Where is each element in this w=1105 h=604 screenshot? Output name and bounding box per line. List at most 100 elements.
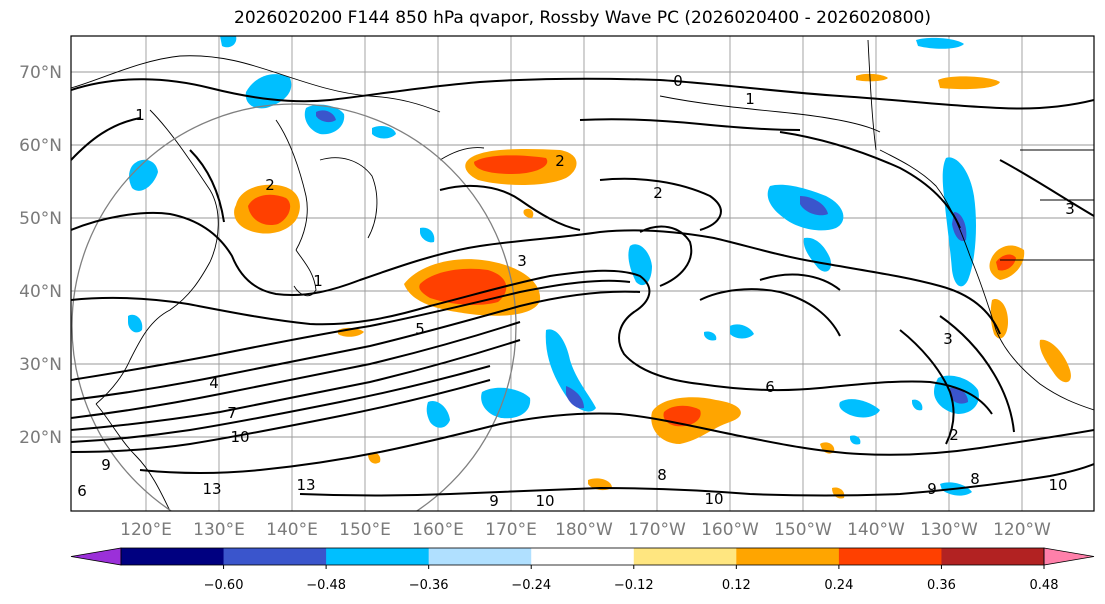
longitude-label: 140°W bbox=[847, 520, 905, 540]
longitude-label: 170°W bbox=[628, 520, 686, 540]
positive-anomaly-small-7 bbox=[523, 208, 534, 218]
contour-value-label: 10 bbox=[704, 490, 723, 508]
positive-anomaly-kamchatka-core bbox=[474, 155, 548, 174]
colorbar-tick-label: −0.12 bbox=[614, 578, 654, 593]
negative-anomaly-7-core bbox=[566, 386, 584, 409]
contour-value-label: 5 bbox=[415, 320, 425, 338]
longitude-label: 180°W bbox=[555, 520, 613, 540]
negative-anomaly-8 bbox=[481, 387, 531, 419]
longitude-label: 130°W bbox=[920, 520, 978, 540]
negative-anomaly-16 bbox=[916, 37, 964, 49]
contour-value-label: 9 bbox=[489, 492, 499, 510]
contour-value-label: 8 bbox=[657, 466, 667, 484]
positive-anomaly-small-3 bbox=[368, 452, 381, 464]
negative-anomaly-9 bbox=[426, 400, 450, 428]
contour-value-label: 2 bbox=[949, 426, 959, 444]
contour-value-label: 2 bbox=[265, 176, 275, 194]
contour-value-label: 9 bbox=[101, 456, 111, 474]
colorbar-segment bbox=[736, 548, 840, 565]
colorbar-extend-high bbox=[1043, 547, 1095, 566]
latitude-label: 20°N bbox=[19, 428, 62, 448]
colorbar-tick-label: 0.48 bbox=[1030, 578, 1059, 593]
contour-value-label: 10 bbox=[535, 492, 554, 510]
colorbar-segment bbox=[223, 548, 327, 565]
colorbar-segment bbox=[121, 548, 225, 565]
contour-value-label: 8 bbox=[970, 470, 980, 488]
contour-value-label: 10 bbox=[1048, 476, 1067, 494]
contour-value-label: 10 bbox=[230, 428, 249, 446]
contour-value-label: 1 bbox=[135, 106, 145, 124]
plot-frame bbox=[70, 35, 1095, 512]
contour-value-label: 2 bbox=[653, 184, 663, 202]
coastlines bbox=[71, 39, 1094, 511]
latitude-label: 50°N bbox=[19, 209, 62, 229]
positive-anomaly-small-1 bbox=[856, 73, 888, 82]
longitude-label: 150°W bbox=[774, 520, 832, 540]
shaded-anomalies bbox=[128, 36, 1071, 499]
longitude-label: 140°E bbox=[266, 520, 318, 540]
longitude-label: 160°E bbox=[412, 520, 464, 540]
negative-anomaly-2-core bbox=[316, 110, 336, 123]
positive-anomaly-subtropics-core bbox=[663, 405, 701, 427]
negative-anomaly-7 bbox=[545, 329, 596, 412]
contour-value-label: 6 bbox=[765, 378, 775, 396]
contour-value-label: 13 bbox=[296, 476, 315, 494]
negative-anomaly-14 bbox=[420, 227, 435, 243]
contour-value-label: 0 bbox=[673, 72, 683, 90]
colorbar-segment bbox=[941, 548, 1045, 565]
contour-value-label: 1 bbox=[745, 90, 755, 108]
colorbar-tick-label: 0.12 bbox=[722, 578, 751, 593]
positive-anomaly-baja bbox=[990, 298, 1008, 339]
negative-anomaly-18 bbox=[704, 331, 717, 341]
latitude-labels: 70°N 60°N 50°N 40°N 30°N 20°N bbox=[19, 63, 62, 448]
colorbar-tick-label: −0.24 bbox=[511, 578, 551, 593]
graticule bbox=[71, 36, 1094, 511]
plot-area bbox=[71, 36, 1094, 511]
contour-value-label: 7 bbox=[227, 404, 237, 422]
colorbar-frame bbox=[120, 547, 1045, 566]
negative-anomaly-13 bbox=[128, 314, 143, 333]
longitude-label: 150°E bbox=[339, 520, 391, 540]
contour-lines bbox=[71, 77, 1094, 497]
negative-anomaly-15 bbox=[220, 36, 237, 48]
colorbar-extend-low bbox=[70, 547, 122, 566]
negative-anomaly-20 bbox=[912, 399, 923, 411]
colorbar-segment bbox=[428, 548, 532, 565]
longitude-label: 120°E bbox=[120, 520, 172, 540]
map-title: 2026020200 F144 850 hPa qvapor, Rossby W… bbox=[234, 8, 931, 28]
colorbar-segment bbox=[633, 548, 737, 565]
colorbar-tick-label: 0.36 bbox=[927, 578, 956, 593]
colorbar-tick-label: −0.48 bbox=[306, 578, 346, 593]
colorbar-segment bbox=[326, 548, 430, 565]
contour-value-label: 2 bbox=[555, 152, 565, 170]
positive-anomaly-okhotsk-core bbox=[248, 194, 291, 226]
negative-anomaly-19 bbox=[850, 435, 861, 445]
contour-value-label: 6 bbox=[77, 482, 87, 500]
contour-value-label: 3 bbox=[943, 330, 953, 348]
positive-anomaly-west-coast-core bbox=[996, 254, 1016, 271]
negative-anomaly-alaska-gulf-core bbox=[800, 196, 828, 216]
longitude-label: 170°E bbox=[485, 520, 537, 540]
contour-value-label: 1 bbox=[313, 272, 323, 290]
negative-anomaly-3 bbox=[129, 159, 158, 191]
longitude-label: 130°E bbox=[193, 520, 245, 540]
positive-anomaly-mexico bbox=[1039, 339, 1071, 383]
colorbar-segment bbox=[838, 548, 942, 565]
colorbar-tick-label: −0.60 bbox=[204, 578, 244, 593]
latitude-label: 60°N bbox=[19, 136, 62, 156]
negative-anomaly-11 bbox=[839, 399, 880, 418]
projection-boundary-circle bbox=[71, 103, 517, 511]
contour-value-label: 9 bbox=[927, 480, 937, 498]
positive-anomaly-alaska bbox=[938, 76, 1000, 90]
colorbar: −0.60 −0.48 −0.36 −0.24 −0.12 0.12 0.24 0.36 0.4… bbox=[70, 547, 1095, 593]
longitude-label: 160°W bbox=[701, 520, 759, 540]
negative-anomaly-12 bbox=[730, 324, 754, 339]
longitude-labels: 120°E 130°E 140°E 150°E 160°E 170°E 180°W 170°W… bbox=[120, 520, 1051, 540]
latitude-label: 70°N bbox=[19, 63, 62, 83]
contour-value-label: 3 bbox=[517, 252, 527, 270]
colorbar-segment bbox=[531, 548, 635, 565]
latitude-label: 30°N bbox=[19, 355, 62, 375]
negative-anomaly-10-core bbox=[950, 387, 968, 404]
